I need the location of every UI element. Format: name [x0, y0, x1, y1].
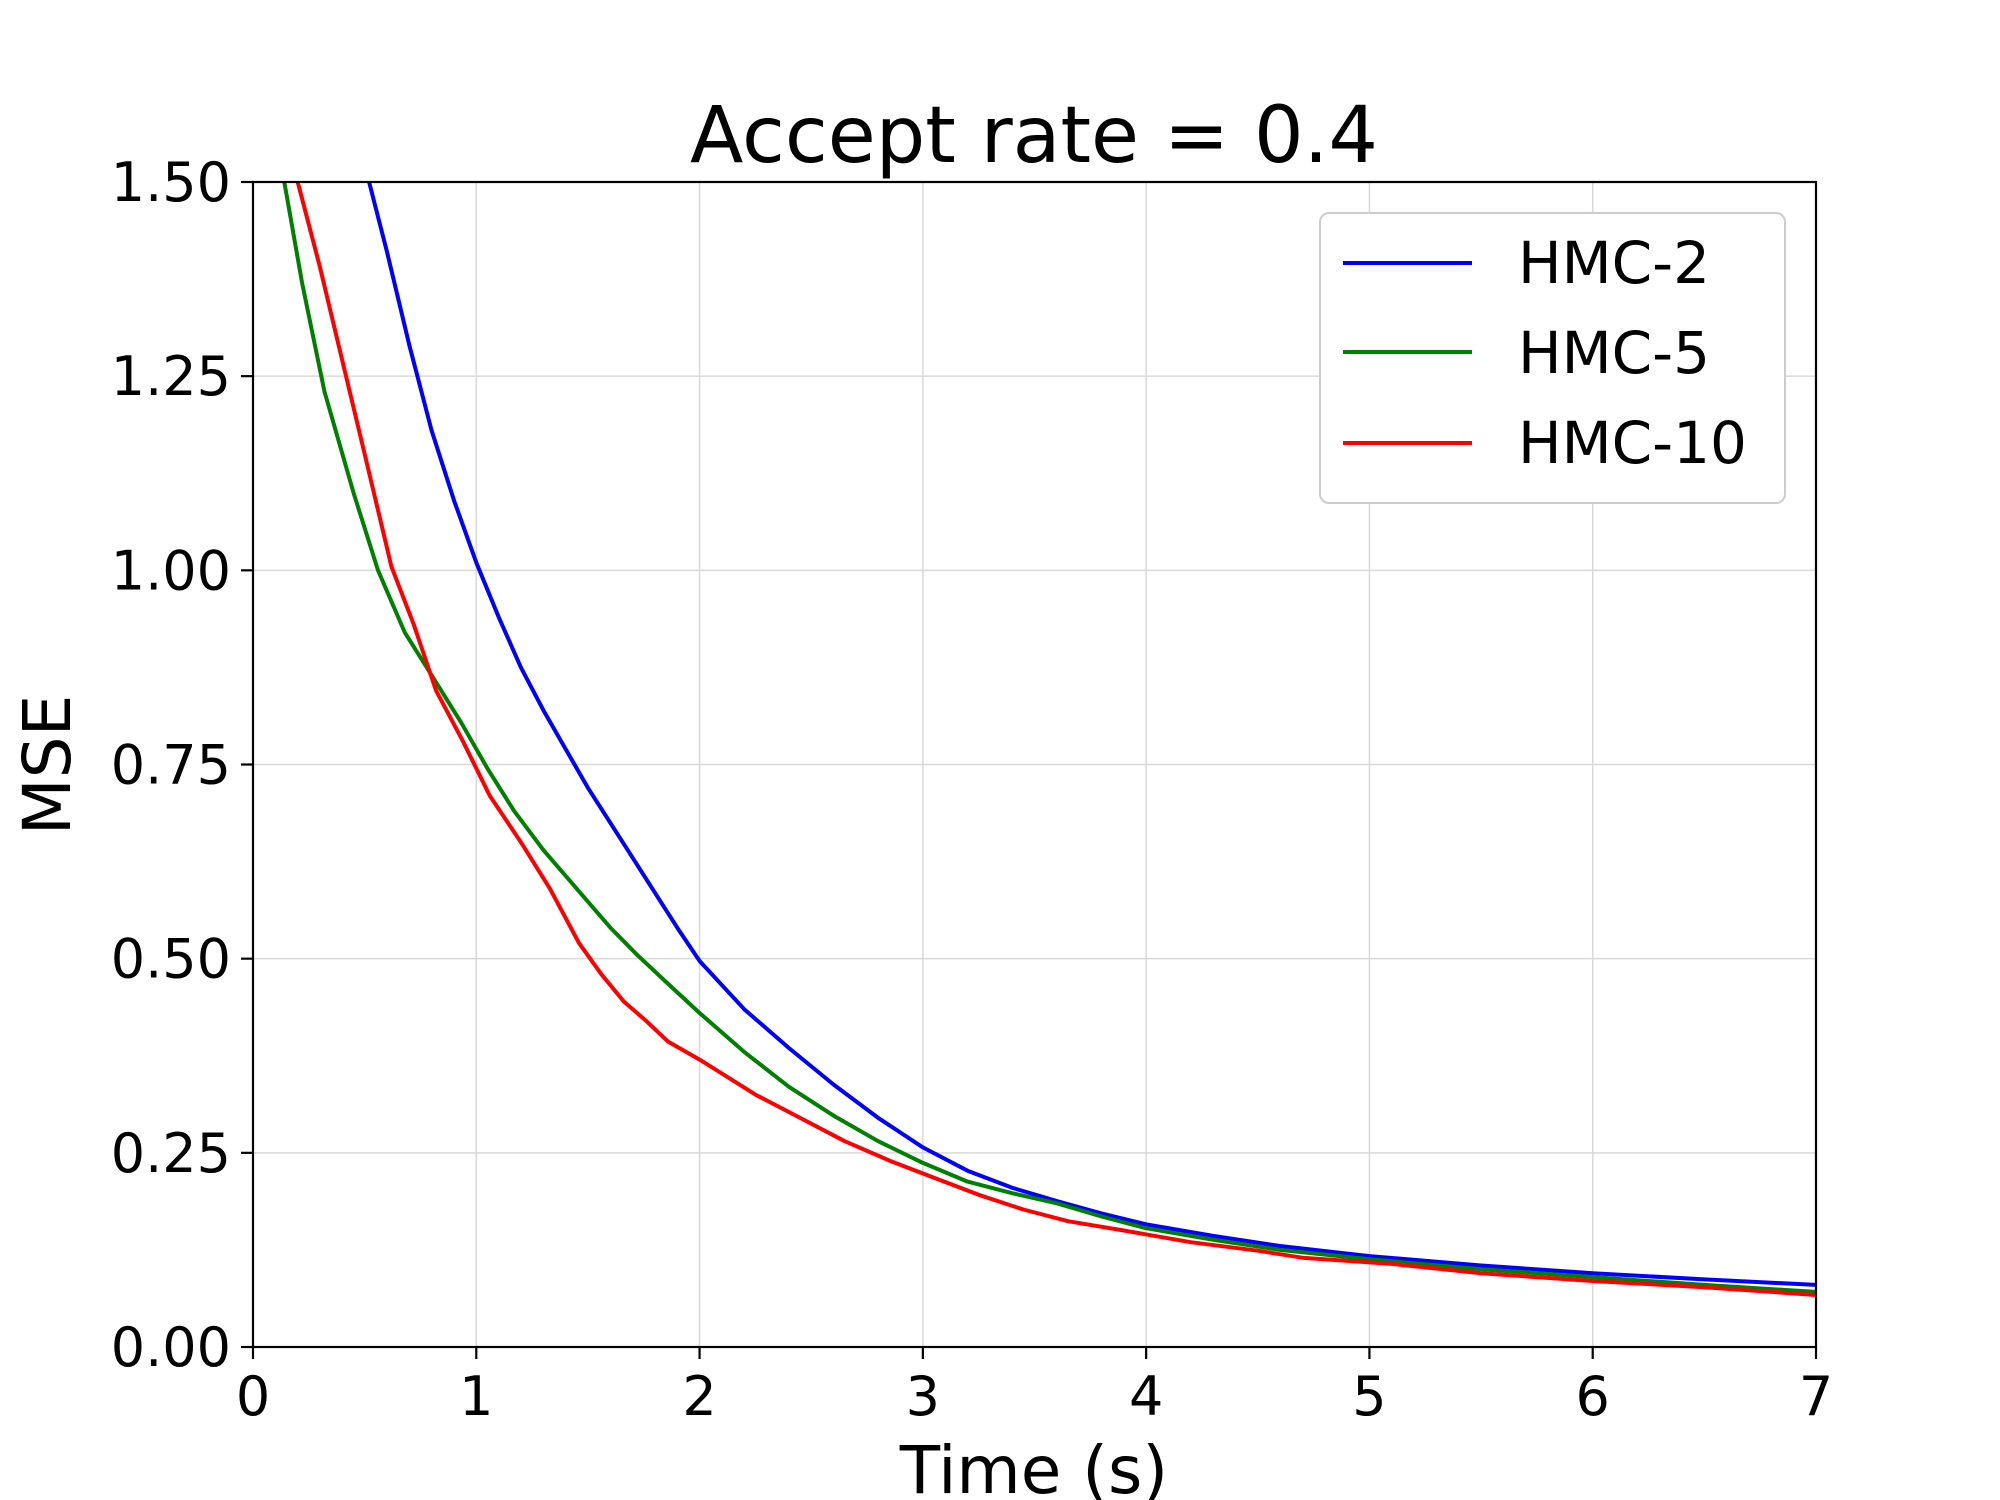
legend: HMC-2 HMC-5 HMC-10	[1319, 212, 1786, 504]
y-tick-label: 1.25	[111, 345, 231, 408]
y-tick-label: 1.00	[111, 539, 231, 602]
legend-box	[1319, 212, 1786, 504]
y-axis-title: MSE	[9, 695, 86, 836]
x-tick-label: 2	[682, 1365, 716, 1428]
x-axis-title: Time (s)	[899, 1432, 1168, 1500]
axis-ticks: 0 1 2 3 4 5 6 7 0.00 0.25 0.50 0.75 1.00 1.25 1.50	[111, 151, 1833, 1428]
x-tick-label: 1	[459, 1365, 493, 1428]
y-tick-label: 0.75	[111, 734, 231, 797]
series-line-hmc-2	[367, 182, 1816, 1287]
legend-label-hmc-10: HMC-10	[1518, 409, 1747, 477]
chart-title: Accept rate = 0.4	[690, 91, 1378, 181]
x-tick-label: 4	[1129, 1365, 1163, 1428]
x-tick-label: 0	[236, 1365, 270, 1428]
x-tick-label: 6	[1576, 1365, 1610, 1428]
y-tick-label: 0.25	[111, 1122, 231, 1185]
legend-label-hmc-5: HMC-5	[1518, 319, 1710, 387]
y-tick-label: 0.00	[111, 1316, 231, 1379]
series-line-hmc-5	[282, 182, 1816, 1294]
y-tick-label: 0.50	[111, 928, 231, 991]
x-tick-label: 5	[1352, 1365, 1386, 1428]
series-lines	[282, 182, 1816, 1297]
x-tick-label: 3	[906, 1365, 940, 1428]
x-tick-label: 7	[1799, 1365, 1833, 1428]
legend-label-hmc-2: HMC-2	[1518, 229, 1710, 297]
series-line-hmc-10	[295, 182, 1816, 1297]
y-tick-label: 1.50	[111, 151, 231, 214]
